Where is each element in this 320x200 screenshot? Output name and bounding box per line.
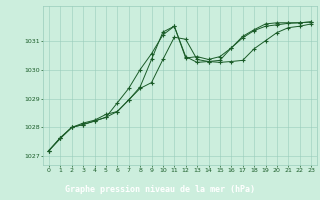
Text: Graphe pression niveau de la mer (hPa): Graphe pression niveau de la mer (hPa) bbox=[65, 185, 255, 194]
